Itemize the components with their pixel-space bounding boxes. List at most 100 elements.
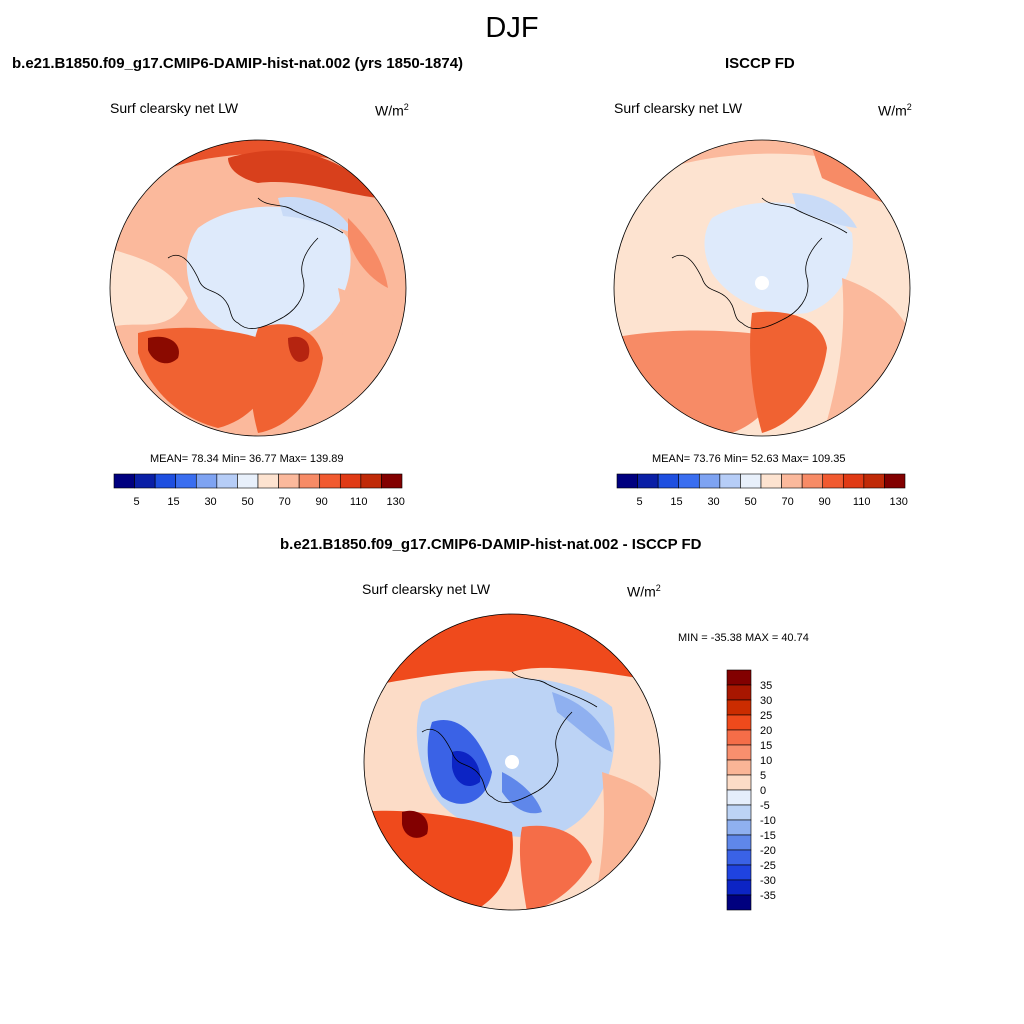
colorbar-box [216, 473, 238, 489]
colorbar-box [842, 473, 865, 489]
colorbar-box [760, 473, 782, 489]
colorbar-tick-label: 30 [760, 695, 772, 707]
colorbar-tick-label: 15 [167, 496, 179, 508]
panel1-units: W/m2 [375, 102, 409, 119]
colorbar-box [319, 473, 341, 489]
panel1-variable: Surf clearsky net LW [110, 100, 239, 116]
colorbar-tick-label: -5 [760, 800, 770, 812]
colorbar-box [726, 684, 752, 701]
colorbar-tick-label: -25 [760, 860, 776, 872]
colorbar-box [637, 473, 659, 489]
diff-polar-map [363, 613, 661, 911]
colorbar-tick-label: 130 [890, 496, 908, 508]
colorbar-box [726, 819, 752, 836]
colorbar-box [257, 473, 279, 489]
colorbar-box [657, 473, 680, 489]
colorbar-box [726, 894, 752, 911]
panel1-colorbar: 5 15 30 50 70 90 110 130 [113, 473, 405, 508]
diff-colorbar: 35 30 25 20 15 10 5 0 -5 -10 -15 -20 -25 -30 -35 [726, 669, 776, 911]
diff-units: W/m2 [627, 583, 661, 600]
colorbar-box [726, 879, 752, 896]
diff-panel-title: b.e21.B1850.f09_g17.CMIP6-DAMIP-hist-nat… [280, 536, 702, 553]
panel2-variable: Surf clearsky net LW [614, 100, 743, 116]
colorbar-tick-label: 15 [760, 740, 772, 752]
colorbar-box [298, 473, 321, 489]
panel2-colorbar-boxes [616, 473, 906, 489]
colorbar-tick-label: 50 [241, 496, 253, 508]
colorbar-tick-label: 25 [760, 710, 772, 722]
colorbar-tick-label: 30 [204, 496, 216, 508]
colorbar-box [278, 473, 300, 489]
colorbar-box [884, 473, 906, 489]
colorbar-box [726, 864, 752, 881]
panel2-units: W/m2 [878, 102, 912, 119]
colorbar-box [113, 473, 135, 489]
colorbar-tick-label: 0 [760, 785, 766, 797]
colorbar-box [740, 473, 762, 489]
colorbar-box [726, 849, 752, 866]
colorbar-box [781, 473, 803, 489]
panel1-polar-map [109, 139, 407, 437]
colorbar-tick-label: -35 [760, 890, 776, 902]
colorbar-tick-label: 30 [707, 496, 719, 508]
colorbar-box [726, 669, 752, 686]
diff-stats: MIN = -35.38 MAX = 40.74 [678, 632, 809, 644]
panel2-title: ISCCP FD [725, 55, 795, 72]
colorbar-box [195, 473, 218, 489]
colorbar-tick-label: 70 [279, 496, 291, 508]
colorbar-tick-label: 90 [819, 496, 831, 508]
colorbar-tick-label: -10 [760, 815, 776, 827]
colorbar-tick-label: 35 [760, 680, 772, 692]
colorbar-box [822, 473, 844, 489]
colorbar-box [154, 473, 177, 489]
panel2-colorbar: 5 15 30 50 70 90 110 130 [616, 473, 908, 508]
colorbar-box [339, 473, 362, 489]
colorbar-box [801, 473, 824, 489]
panel1-stats: MEAN= 78.34 Min= 36.77 Max= 139.89 [150, 453, 344, 465]
diff-variable: Surf clearsky net LW [362, 581, 491, 597]
colorbar-box [726, 789, 752, 806]
colorbar-box [726, 699, 752, 716]
colorbar-tick-label: -15 [760, 830, 776, 842]
colorbar-box [726, 759, 752, 776]
colorbar-box [237, 473, 259, 489]
colorbar-tick-label: 10 [760, 755, 772, 767]
colorbar-tick-label: 5 [133, 496, 139, 508]
panel1-title: b.e21.B1850.f09_g17.CMIP6-DAMIP-hist-nat… [12, 55, 464, 72]
colorbar-box [616, 473, 638, 489]
panel2-colorbar-labels: 5 15 30 50 70 90 110 130 [636, 496, 907, 508]
colorbar-box [719, 473, 741, 489]
panel1-colorbar-labels: 5 15 30 50 70 90 110 130 [133, 496, 404, 508]
colorbar-tick-label: 110 [853, 496, 871, 508]
diff-colorbar-boxes [726, 669, 752, 911]
colorbar-box [698, 473, 721, 489]
colorbar-box [381, 473, 403, 489]
colorbar-box [678, 473, 700, 489]
diff-colorbar-labels: 35 30 25 20 15 10 5 0 -5 -10 -15 -20 -25 -30 -35 [760, 680, 776, 902]
colorbar-box [360, 473, 382, 489]
colorbar-box [726, 744, 752, 761]
colorbar-tick-label: 50 [744, 496, 756, 508]
colorbar-tick-label: -30 [760, 875, 776, 887]
colorbar-box [134, 473, 156, 489]
colorbar-tick-label: 130 [387, 496, 405, 508]
colorbar-tick-label: 110 [350, 496, 368, 508]
colorbar-box [726, 714, 752, 731]
panel2-stats: MEAN= 73.76 Min= 52.63 Max= 109.35 [652, 453, 846, 465]
colorbar-box [726, 729, 752, 746]
colorbar-tick-label: 5 [760, 770, 766, 782]
colorbar-tick-label: -20 [760, 845, 776, 857]
colorbar-box [726, 804, 752, 821]
colorbar-box [863, 473, 885, 489]
colorbar-tick-label: 90 [316, 496, 328, 508]
colorbar-box [726, 774, 752, 791]
colorbar-tick-label: 5 [636, 496, 642, 508]
colorbar-tick-label: 70 [782, 496, 794, 508]
colorbar-tick-label: 15 [670, 496, 682, 508]
colorbar-box [726, 834, 752, 851]
colorbar-box [175, 473, 197, 489]
panel1-colorbar-boxes [113, 473, 403, 489]
panel2-polar-map [613, 139, 911, 437]
season-title: DJF [485, 12, 539, 44]
colorbar-tick-label: 20 [760, 725, 772, 737]
